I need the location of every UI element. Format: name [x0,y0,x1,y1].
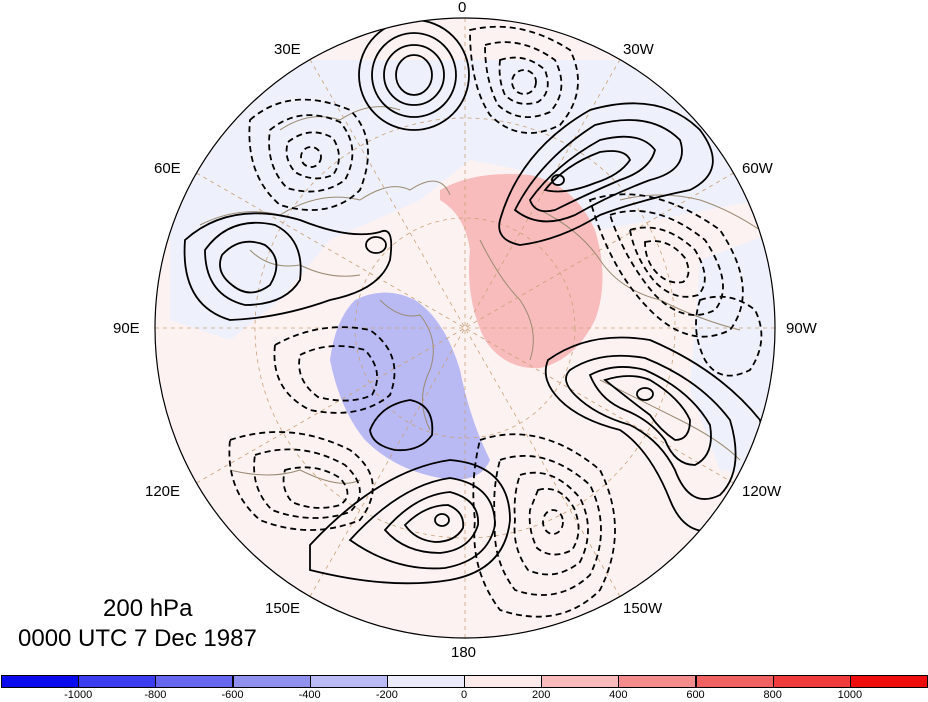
lon-label-120w: 120W [742,483,782,500]
colorbar: -1000 -800 -600 -400 -200 0 200 400 600 800 1000 [0,675,928,702]
colorbar-tick-label: 800 [763,689,782,701]
lon-label-90w: 90W [786,320,817,337]
colorbar-tick-label: 0 [460,689,468,701]
colorbar-tick-label: -1000 [64,689,93,701]
map-boundary [154,17,776,639]
colorbar-box [232,675,311,688]
caption-level: 200 hPa [103,595,193,622]
lon-label-0: 0 [458,0,467,16]
colorbar-box [772,675,851,688]
lon-label-180: 180 [451,644,477,661]
contour-layer [183,19,764,618]
coastline-layer [199,106,761,484]
colorbar-box [1,675,80,688]
colorbar-tick-label: -600 [221,689,244,701]
colorbar-tick-label: 1000 [837,689,863,701]
lon-label-150w: 150W [623,600,663,617]
colorbar-box [78,675,157,688]
caption-time: 0000 UTC 7 Dec 1987 [18,625,257,652]
lon-label-150e: 150E [265,600,301,617]
colorbar-tick-label: -800 [144,689,167,701]
colorbar-tick-label: 600 [686,689,705,701]
colorbar-tick-label: 400 [609,689,628,701]
lon-label-120e: 120E [145,483,181,500]
colorbar-box [618,675,697,688]
colorbar-box [155,675,234,688]
colorbar-tick-label: -200 [375,689,398,701]
lon-label-60w: 60W [742,160,773,177]
lon-label-60e: 60E [154,160,181,177]
colorbar-box [386,675,465,688]
positive-contours [183,19,764,585]
colorbar-box [464,675,543,688]
lon-label-90e: 90E [113,320,140,337]
colorbar-tick-label: -400 [298,689,321,701]
lon-label-30e: 30E [274,41,301,58]
colorbar-box [309,675,388,688]
negative-shading-west [170,200,330,340]
colorbar-box [849,675,928,688]
colorbar-tick-label: 200 [531,689,551,701]
colorbar-box [541,675,620,688]
colorbar-box [695,675,774,688]
polar-stereographic-map [154,17,776,639]
lon-label-30w: 30W [623,41,654,58]
negative-contours [228,25,763,618]
